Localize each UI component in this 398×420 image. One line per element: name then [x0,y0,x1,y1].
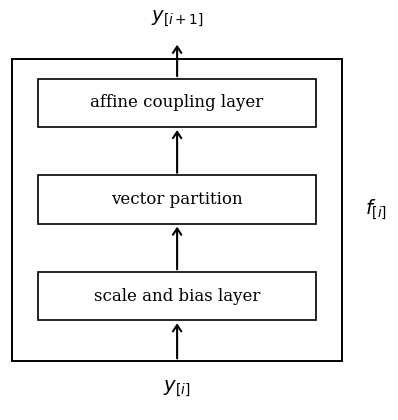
Text: vector partition: vector partition [111,191,243,208]
Bar [38,272,316,320]
Text: $f_{[i]}$: $f_{[i]}$ [365,198,387,222]
Bar [38,175,316,223]
Text: scale and bias layer: scale and bias layer [94,288,260,304]
Text: $y_{[i]}$: $y_{[i]}$ [164,378,191,399]
Text: affine coupling layer: affine coupling layer [90,94,264,111]
Bar [12,59,342,361]
Bar [38,79,316,127]
Text: $y_{[i+1]}$: $y_{[i+1]}$ [151,9,203,29]
